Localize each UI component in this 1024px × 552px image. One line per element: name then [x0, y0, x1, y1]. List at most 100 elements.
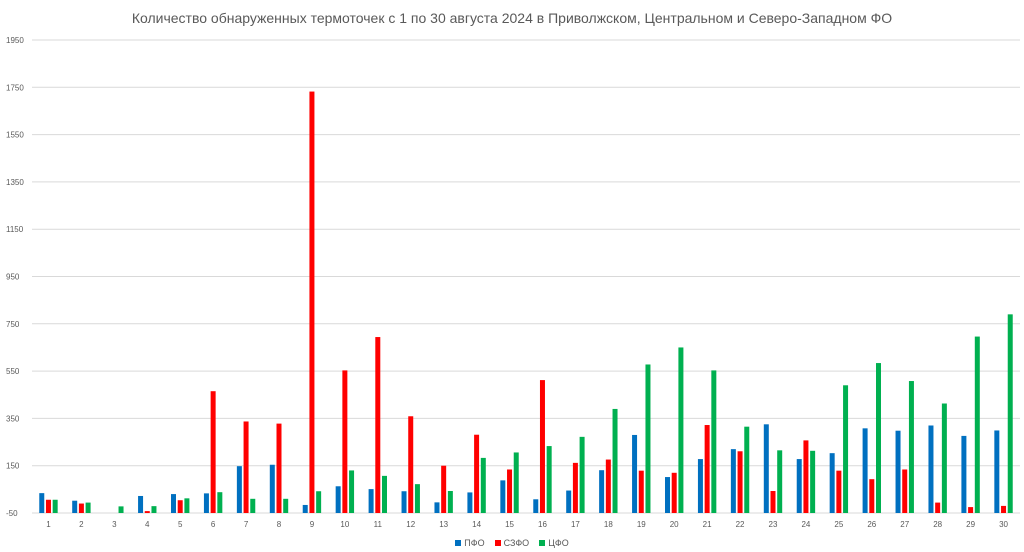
bar: [935, 502, 941, 513]
bar: [908, 381, 914, 513]
y-tick-label: 1750: [6, 83, 24, 92]
bar: [671, 472, 677, 513]
x-tick-label: 23: [769, 520, 778, 529]
x-tick-label: 24: [801, 520, 810, 529]
bar: [203, 493, 209, 513]
legend-item: ЦФО: [539, 538, 569, 548]
bar: [572, 462, 578, 513]
bar: [408, 416, 414, 513]
bar: [401, 491, 407, 513]
legend-swatch: [455, 540, 462, 546]
y-tick-label: 1550: [6, 131, 24, 140]
x-tick-label: 18: [604, 520, 613, 529]
bar: [829, 453, 835, 513]
x-tick-label: 14: [472, 520, 481, 529]
bar: [638, 470, 644, 513]
bar: [763, 424, 769, 513]
bar: [342, 370, 348, 513]
bar: [836, 470, 842, 513]
x-tick-label: 26: [867, 520, 876, 529]
bar: [39, 493, 45, 513]
legend-item: СЗФО: [494, 538, 529, 548]
y-tick-label: -50: [6, 509, 18, 518]
bar: [968, 507, 974, 513]
bar: [1001, 505, 1007, 513]
x-tick-label: 16: [538, 520, 547, 529]
bar: [711, 370, 717, 513]
y-tick-label: 950: [6, 273, 20, 282]
x-tick-label: 4: [145, 520, 150, 529]
bar: [309, 91, 315, 513]
bar: [810, 450, 816, 513]
bar: [803, 440, 809, 513]
bar: [434, 502, 440, 513]
bar: [974, 336, 980, 513]
x-tick-label: 17: [571, 520, 580, 529]
bar: [467, 492, 473, 513]
legend-label: ЦФО: [548, 538, 569, 548]
bar: [862, 428, 868, 513]
legend-swatch: [494, 540, 501, 546]
bar: [744, 426, 750, 513]
bar: [928, 425, 934, 513]
x-tick-label: 21: [703, 520, 712, 529]
bar: [579, 436, 585, 513]
legend-item: ПФО: [455, 538, 485, 548]
x-tick-label: 25: [834, 520, 843, 529]
bar: [843, 385, 849, 513]
bar: [414, 484, 420, 513]
bar: [645, 364, 651, 513]
bar: [177, 500, 183, 513]
bar: [500, 480, 506, 513]
legend-swatch: [539, 540, 546, 546]
bar: [302, 504, 308, 513]
bar: [730, 449, 736, 513]
bar: [250, 498, 256, 513]
x-tick-label: 3: [112, 520, 117, 529]
y-tick-label: 350: [6, 414, 20, 423]
bar: [513, 452, 519, 513]
bar: [236, 466, 242, 513]
bar: [316, 491, 322, 513]
bar: [474, 434, 480, 513]
x-tick-label: 19: [637, 520, 646, 529]
bar: [961, 435, 967, 513]
bar: [605, 459, 611, 513]
x-tick-label: 22: [736, 520, 745, 529]
bar: [349, 470, 355, 513]
bar: [217, 492, 223, 513]
bar: [283, 498, 289, 513]
x-tick-label: 12: [406, 520, 415, 529]
bar: [184, 498, 190, 513]
y-tick-label: 1350: [6, 178, 24, 187]
bar: [335, 486, 341, 513]
x-tick-label: 13: [439, 520, 448, 529]
bar: [546, 446, 552, 513]
bar: [45, 499, 51, 513]
bar: [118, 506, 124, 513]
bar: [704, 425, 710, 513]
x-tick-label: 6: [211, 520, 216, 529]
bar: [697, 459, 703, 513]
y-tick-label: 750: [6, 320, 20, 329]
bar: [941, 403, 947, 513]
bar: [138, 495, 144, 513]
y-tick-label: 1950: [6, 36, 24, 45]
x-tick-label: 2: [79, 520, 84, 529]
bar: [632, 434, 638, 513]
bar: [612, 408, 618, 513]
bar: [171, 494, 176, 513]
bar: [796, 459, 802, 513]
bar: [243, 421, 249, 513]
x-tick-label: 30: [999, 520, 1008, 529]
x-tick-label: 7: [244, 520, 249, 529]
bar: [1007, 314, 1013, 513]
x-tick-label: 9: [310, 520, 315, 529]
bar: [144, 511, 150, 513]
bar: [269, 464, 275, 513]
x-tick-label: 10: [340, 520, 349, 529]
y-tick-label: 1150: [6, 225, 24, 234]
x-tick-label: 28: [933, 520, 942, 529]
bar: [382, 475, 387, 513]
